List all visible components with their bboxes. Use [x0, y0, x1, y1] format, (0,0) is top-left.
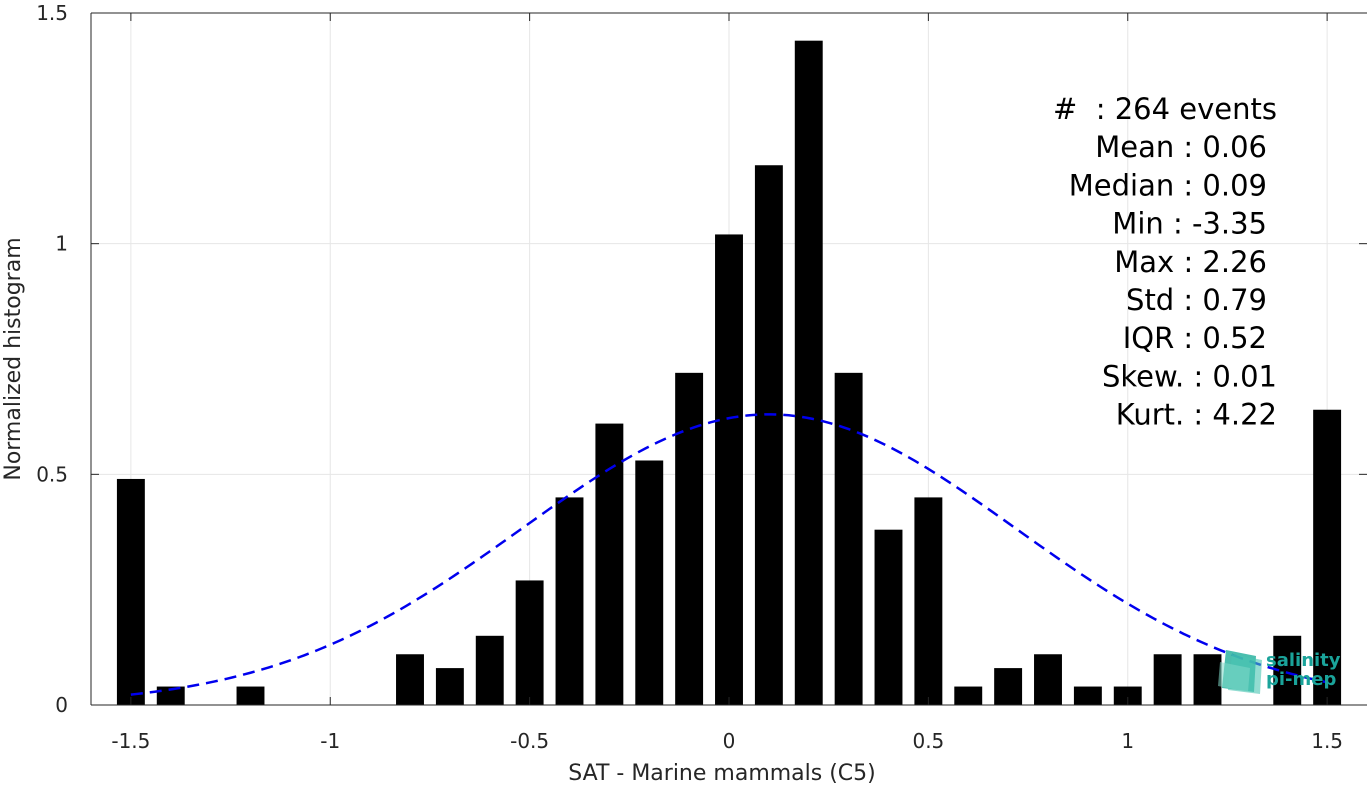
- histogram-bar: [1073, 686, 1102, 705]
- stat-line: # : 264 events: [1053, 92, 1277, 126]
- x-tick-label: 0: [723, 729, 736, 753]
- logo-cube-icon: [1218, 650, 1262, 694]
- histogram-bar: [1153, 654, 1182, 705]
- statistics-box: # : 264 events Mean : 0.06 Median : 0.09 Mi…: [1053, 92, 1277, 432]
- x-tick-label: 1: [1121, 729, 1134, 753]
- histogram-bar: [914, 497, 943, 705]
- stat-line: IQR : 0.52: [1123, 321, 1267, 355]
- histogram-bar: [435, 668, 464, 705]
- histogram-bar: [635, 460, 664, 705]
- x-tick-label: -0.5: [510, 729, 549, 753]
- stat-line: Kurt. : 4.22: [1116, 398, 1277, 432]
- axes-frame: [90, 12, 1367, 706]
- histogram-bar: [675, 372, 704, 705]
- x-tick-labels: -1.5 -1 -0.5 0 0.5 1 1.5: [111, 729, 1343, 753]
- x-tick-label: -1: [320, 729, 340, 753]
- y-tick-label: 1.5: [36, 1, 68, 25]
- histogram-bar: [396, 654, 424, 705]
- histogram-bar: [1313, 409, 1342, 705]
- y-tick-label: 0.5: [36, 462, 68, 486]
- y-tick-label: 0: [55, 693, 68, 717]
- x-tick-label: -1.5: [111, 729, 150, 753]
- stat-line: Min : -3.35: [1112, 207, 1267, 241]
- stat-line: Skew. : 0.01: [1102, 359, 1277, 393]
- histogram-bar: [116, 478, 145, 705]
- normal-fit-curve: [130, 413, 1328, 696]
- histogram-bar: [555, 497, 584, 705]
- stat-line: Max : 2.26: [1114, 245, 1267, 279]
- x-axis-label: SAT - Marine mammals (C5): [568, 761, 876, 785]
- histogram-bar: [1034, 654, 1062, 705]
- salinity-pimep-logo: salinity pi-mep: [1218, 650, 1341, 694]
- histogram-bar: [754, 165, 783, 706]
- histogram-bar: [1113, 686, 1142, 705]
- stat-line: Median : 0.09: [1069, 168, 1267, 202]
- y-tick-label: 1: [55, 232, 68, 256]
- y-axis-label: Normalized histogram: [1, 237, 26, 480]
- histogram-bar: [994, 668, 1023, 705]
- histogram-bar: [954, 686, 983, 705]
- logo-line1: salinity: [1266, 650, 1341, 671]
- histogram-bar: [1193, 654, 1222, 705]
- histogram-bars: [116, 40, 1342, 706]
- stat-line: Std : 0.79: [1126, 283, 1267, 317]
- histogram-bar: [236, 686, 265, 705]
- y-tick-labels: 0 0.5 1 1.5: [36, 1, 68, 717]
- histogram-bar: [794, 40, 823, 706]
- histogram-bar: [874, 529, 903, 705]
- x-tick-label: 0.5: [912, 729, 944, 753]
- histogram-bar: [515, 580, 544, 705]
- histogram-bar: [475, 635, 504, 705]
- histogram-bar: [834, 372, 863, 705]
- logo-line2: pi-mep: [1266, 669, 1336, 690]
- histogram-bar: [156, 686, 185, 705]
- stat-line: Mean : 0.06: [1095, 130, 1267, 164]
- histogram-bar: [595, 423, 624, 705]
- histogram-bar: [715, 234, 743, 705]
- x-tick-label: 1.5: [1311, 729, 1343, 753]
